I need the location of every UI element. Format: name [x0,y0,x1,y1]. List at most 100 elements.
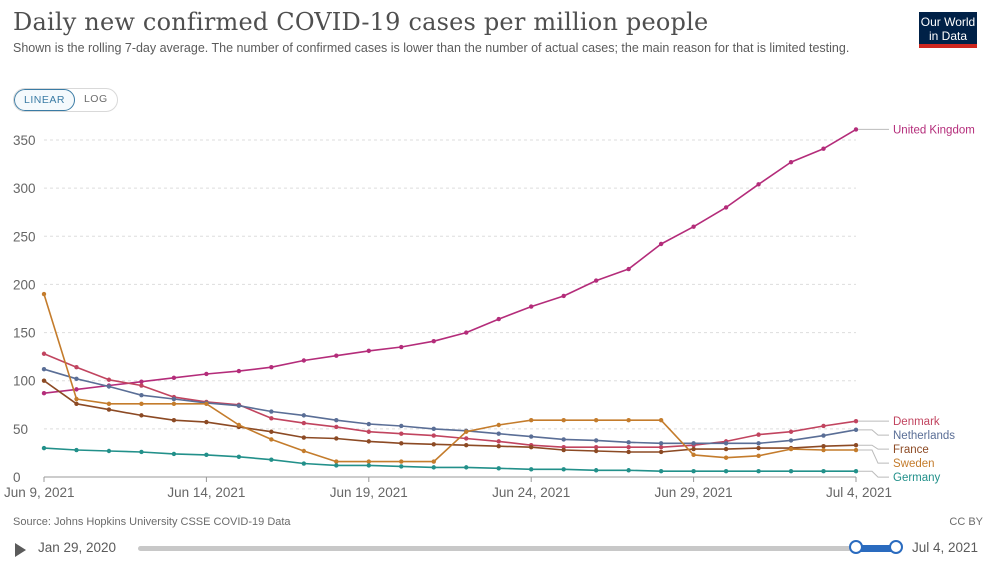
data-point [626,417,631,423]
y-tick-label: 200 [13,277,36,292]
data-point [399,344,404,350]
data-point [853,447,859,453]
data-point [561,467,566,472]
data-point [756,432,761,437]
data-point [204,401,209,407]
data-point [139,449,144,455]
timeline-track[interactable] [138,546,896,551]
data-point [236,403,242,408]
linear-scale-button[interactable]: LINEAR [14,89,75,111]
data-point [399,464,404,469]
timeline-selected-range [856,545,896,552]
data-point [821,146,826,151]
x-tick-label: Jun 19, 2021 [330,485,408,500]
scale-toggle: LINEAR LOG [13,88,118,112]
data-point [626,468,631,473]
data-point [269,416,274,421]
data-point [529,304,534,309]
data-point [334,424,339,430]
data-point [593,417,599,423]
license-link[interactable]: CC BY [949,516,983,528]
data-point [788,159,794,165]
data-point [464,465,469,470]
legend-connector [858,449,889,464]
data-point [74,447,79,453]
data-point [431,465,436,470]
data-point [658,441,664,446]
play-icon[interactable] [15,543,26,557]
data-point [334,436,339,441]
data-point [691,224,696,229]
data-point [269,365,274,370]
data-point [561,437,566,442]
data-point [334,417,339,423]
data-point [74,376,79,381]
data-point [236,422,242,428]
data-point [496,422,501,428]
data-point [301,413,307,418]
legend-label: Sweden [893,458,935,470]
data-point [756,445,761,451]
data-point [658,469,664,474]
legend-label: Denmark [893,416,940,428]
y-tick-label: 250 [13,229,36,244]
data-point [788,429,794,434]
owid-logo[interactable]: Our World in Data [919,12,977,48]
data-point [464,429,469,434]
data-point [821,469,826,474]
data-point [723,441,729,446]
y-tick-label: 100 [13,374,36,389]
data-point [756,469,761,474]
legend-connector [858,444,889,450]
data-point [269,409,274,414]
data-point [691,452,696,458]
data-point [593,444,599,450]
data-point [139,413,144,418]
timeline-end-handle[interactable] [889,540,903,554]
timeline: Jan 29, 2020 Jul 4, 2021 [0,536,1000,566]
data-point [106,407,112,412]
data-point [561,293,566,299]
data-point [431,433,436,438]
data-point [821,443,826,449]
data-point [496,466,501,471]
data-point [431,442,436,447]
data-point [41,291,47,297]
data-point [171,417,177,423]
data-point [41,378,47,383]
data-point [334,463,339,468]
data-point [139,383,144,388]
data-point [269,457,274,462]
data-point [399,441,404,446]
data-point [74,396,79,402]
data-point [853,427,859,433]
data-point [658,444,664,450]
data-point [106,401,112,407]
data-point [204,419,209,425]
data-point [593,438,599,443]
source-note: Source: Johns Hopkins University CSSE CO… [13,516,291,528]
data-point [204,452,209,458]
data-point [269,437,274,442]
data-point [593,448,599,454]
line-chart: 0 50 100 150 200 250 300 350 Jun 9, 2021 Jun 14, … [4,124,975,500]
data-point [788,446,794,452]
data-point [658,241,664,247]
legend-label: Germany [893,472,941,484]
series-line-denmark [43,353,857,449]
data-point [334,459,339,464]
log-scale-button[interactable]: LOG [83,93,108,105]
data-point [821,447,826,453]
timeline-start-handle[interactable] [849,540,863,554]
data-point [464,330,469,335]
data-point [139,401,144,407]
data-point [74,401,79,407]
data-point [366,348,371,354]
data-point [431,426,436,432]
y-tick-label: 350 [13,133,36,148]
data-point [366,463,371,468]
data-point [561,447,566,453]
data-point [236,454,242,459]
y-tick-label: 0 [13,470,21,485]
data-point [723,446,729,452]
